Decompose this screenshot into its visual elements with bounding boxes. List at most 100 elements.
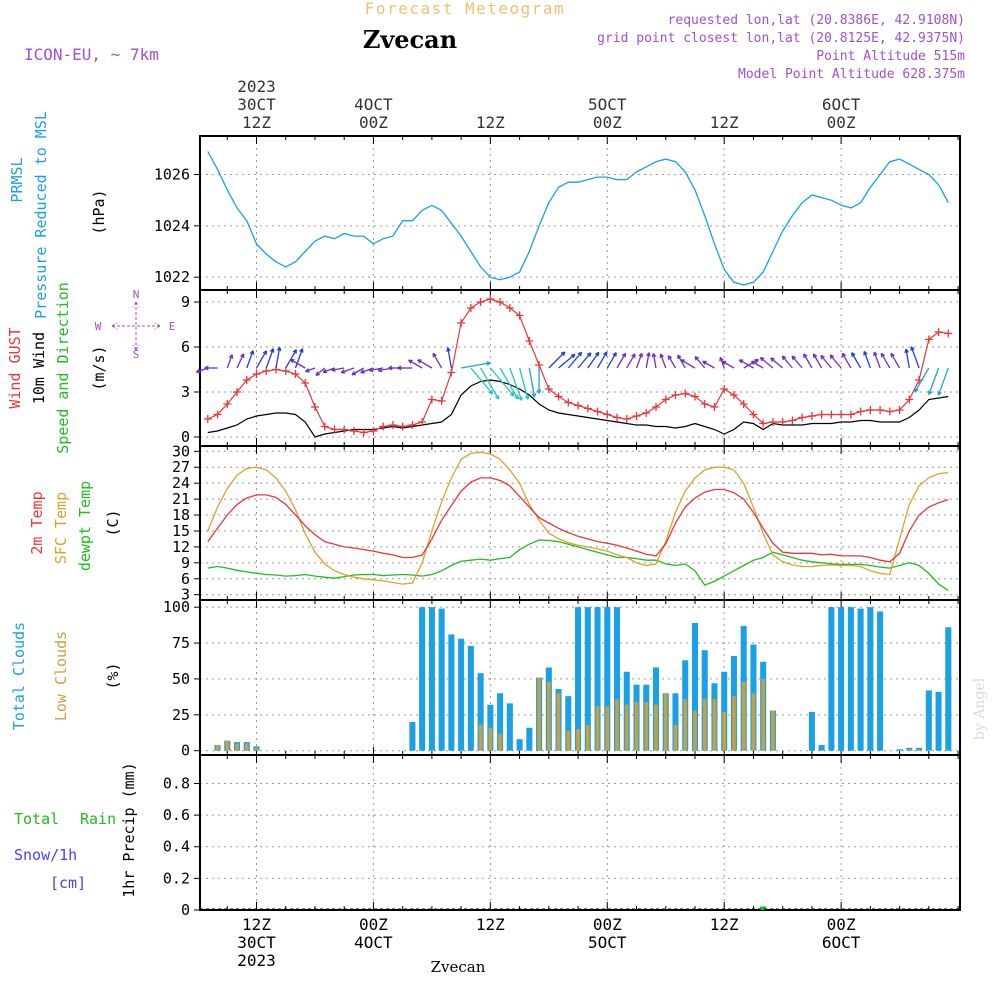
wind-gust-marker	[778, 418, 787, 426]
time-top-hour: 00Z	[593, 113, 622, 132]
legend-rain-label: Rain	[80, 810, 116, 828]
total-cloud-bar	[526, 727, 533, 751]
time-bottom-day: 30CT	[237, 933, 276, 952]
wind-arrow-head	[315, 371, 321, 376]
wind-arrow	[770, 357, 784, 369]
total-cloud-bar	[935, 691, 942, 751]
compass-rose	[111, 301, 161, 351]
precip-label: 1hr Precip (mm)	[120, 762, 138, 897]
wind-arrow	[351, 367, 365, 376]
wind-gust-marker	[798, 413, 807, 422]
wind-ytick-label: 0	[181, 428, 190, 446]
wind-arrow-head	[397, 365, 402, 371]
requested-coords: requested lon,lat (20.8386E, 42.9108N)	[668, 13, 965, 28]
total-cloud-bar	[516, 739, 523, 751]
wind-arrow	[596, 351, 608, 369]
low-cloud-bar	[585, 724, 590, 751]
low-cloud-bar	[751, 693, 756, 751]
wind-gust-marker	[388, 421, 397, 429]
wind-arrow-head	[621, 352, 627, 358]
low-clouds-label: Low Clouds	[52, 631, 70, 721]
wind-arrow	[616, 352, 627, 369]
wind-arrow-head	[721, 360, 727, 365]
wind-arrow-head	[322, 368, 328, 374]
wind-arrow-head	[531, 393, 537, 398]
total-cloud-bar	[467, 645, 474, 751]
wind-gust-marker	[603, 410, 612, 419]
wind-gust-marker	[700, 400, 709, 408]
wind-arrow-head	[377, 367, 383, 373]
pressure-label-1: PRMSL	[8, 157, 26, 202]
wind-gust-marker	[613, 413, 622, 422]
wind-arrow-head	[812, 353, 818, 358]
clouds-ytick-label: 0	[181, 742, 190, 760]
wind-gust-marker	[281, 367, 290, 375]
total-cloud-bar	[428, 607, 435, 751]
wind-arrow-head	[820, 354, 825, 360]
low-cloud-bar	[215, 744, 220, 751]
precip-ytick-label: 0.6	[163, 806, 190, 824]
wind-arrow-head	[873, 351, 878, 357]
compass-north: N	[133, 288, 140, 301]
wind-arrow	[489, 367, 515, 397]
low-cloud-bar	[576, 729, 580, 751]
rain-bar	[760, 906, 767, 910]
low-cloud-bar	[235, 743, 239, 751]
wind-arrow	[226, 354, 233, 369]
wind-arrow	[236, 353, 245, 369]
total-cloud-bar	[565, 696, 572, 751]
low-cloud-bar	[693, 710, 697, 751]
wind-gust-marker	[340, 425, 349, 434]
panels: 1022 1024 1026 PRMSL Pressure Reduced to MSL…	[6, 111, 961, 919]
total-cloud-bar	[409, 721, 416, 751]
low-cloud-bar	[634, 701, 639, 751]
wind-arrow	[587, 351, 600, 369]
wind-arrow-head	[914, 387, 919, 393]
pressure-unit: (hPa)	[90, 189, 108, 234]
wind-gust-marker	[486, 295, 495, 303]
wind-arrow	[447, 347, 453, 369]
wind-arrow-head	[518, 396, 523, 401]
wind-gust-marker	[398, 422, 407, 431]
wind-gust-marker	[437, 397, 446, 405]
wind-ytick-label: 3	[181, 383, 190, 401]
wind-arrow-head	[195, 368, 201, 374]
temp-unit: (C)	[104, 509, 122, 536]
wind-gust-marker	[905, 395, 914, 404]
total-cloud-bar	[867, 607, 874, 751]
wind-arrow	[743, 358, 759, 369]
wind-gust-marker	[213, 410, 222, 419]
total-cloud-bar	[896, 749, 903, 751]
wind-arrow-head	[368, 367, 374, 373]
legend-total-label: Total	[14, 810, 59, 828]
wind-ytick-label: 9	[181, 293, 190, 311]
wind-arrow	[331, 367, 345, 371]
wind-arrow	[315, 367, 326, 376]
wind-arrow	[322, 367, 335, 373]
temperature-ytick-label: 12	[172, 538, 190, 556]
wind-gust-line	[207, 298, 949, 434]
wind-gust-marker	[349, 427, 358, 435]
wind-gust-marker	[690, 392, 699, 401]
precip-panel: 0 0.2 0.4 0.6 0.8	[163, 754, 961, 919]
wind-arrow	[719, 357, 725, 369]
wind-gust-marker	[554, 392, 563, 401]
time-top-hour: 00Z	[827, 113, 856, 132]
wind-arrow	[290, 358, 306, 369]
time-bottom-hour: 12Z	[710, 915, 739, 934]
wind-arrow	[694, 356, 706, 369]
wind-arrow	[548, 351, 566, 369]
wind-gust-marker	[223, 400, 232, 408]
wind-arrow-head	[803, 353, 808, 358]
dewpoint-label: dewpt Temp	[76, 481, 94, 571]
wind-arrow-head	[594, 351, 600, 357]
wind-arrow-head	[680, 359, 685, 364]
wind-gust-label: Wind GUST	[6, 327, 24, 408]
time-top-hour: 12Z	[476, 113, 505, 132]
wind-arrow	[880, 352, 891, 369]
time-bottom-hour: 00Z	[359, 915, 388, 934]
total-cloud-bar	[604, 607, 611, 751]
wind-gust-marker	[574, 401, 583, 410]
wind-arrow-head	[770, 357, 775, 362]
